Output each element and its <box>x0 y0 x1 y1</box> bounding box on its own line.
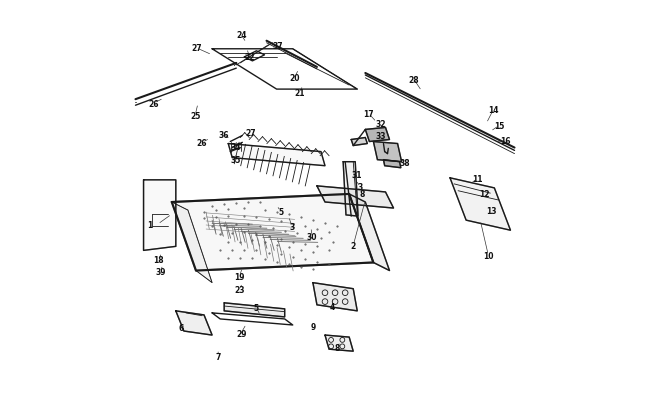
Polygon shape <box>450 178 510 231</box>
Text: 21: 21 <box>294 89 305 98</box>
Text: 8: 8 <box>359 190 365 199</box>
Text: 34: 34 <box>230 143 240 151</box>
Text: 33: 33 <box>376 132 386 141</box>
Text: 24: 24 <box>236 31 246 40</box>
Text: 39: 39 <box>155 267 166 276</box>
Text: 16: 16 <box>500 137 510 146</box>
Polygon shape <box>224 303 285 317</box>
Text: 23: 23 <box>234 286 245 295</box>
Text: 2: 2 <box>350 241 356 250</box>
Text: 13: 13 <box>486 206 497 215</box>
Polygon shape <box>325 335 353 351</box>
Polygon shape <box>373 142 402 162</box>
Text: 30: 30 <box>307 232 317 241</box>
Text: 1: 1 <box>147 220 152 229</box>
Polygon shape <box>172 194 373 271</box>
Text: 26: 26 <box>197 139 207 147</box>
Text: 18: 18 <box>153 255 164 264</box>
Polygon shape <box>313 283 358 311</box>
Polygon shape <box>317 186 393 209</box>
Text: 6: 6 <box>178 324 183 333</box>
Text: 38: 38 <box>400 159 410 168</box>
Text: 9: 9 <box>311 323 317 332</box>
Text: 10: 10 <box>483 251 493 260</box>
Text: 8: 8 <box>334 343 340 353</box>
Polygon shape <box>172 202 212 283</box>
Text: 35: 35 <box>230 156 240 165</box>
Polygon shape <box>228 144 325 166</box>
Polygon shape <box>343 162 358 217</box>
Text: 3: 3 <box>289 223 294 232</box>
Polygon shape <box>144 180 176 251</box>
Text: 17: 17 <box>363 109 374 119</box>
Text: 14: 14 <box>488 105 499 115</box>
Text: 27: 27 <box>245 129 255 138</box>
Text: 26: 26 <box>148 100 159 109</box>
Text: 31: 31 <box>351 171 361 180</box>
Text: 15: 15 <box>494 122 504 130</box>
Text: 37: 37 <box>272 42 283 51</box>
Text: 36: 36 <box>219 130 229 139</box>
Text: 25: 25 <box>190 111 200 121</box>
Text: 4: 4 <box>330 302 335 311</box>
Polygon shape <box>176 311 212 335</box>
Text: 5: 5 <box>254 303 259 312</box>
Polygon shape <box>365 128 389 142</box>
Text: 12: 12 <box>480 189 490 198</box>
Text: 27: 27 <box>192 45 202 53</box>
Polygon shape <box>351 138 367 146</box>
Polygon shape <box>384 160 401 168</box>
Text: 19: 19 <box>234 273 245 281</box>
Text: 22: 22 <box>244 52 254 62</box>
Text: 29: 29 <box>236 329 246 338</box>
Text: 5: 5 <box>278 207 283 216</box>
Text: 20: 20 <box>289 73 300 82</box>
Text: 3: 3 <box>358 183 363 192</box>
Polygon shape <box>349 194 389 271</box>
Text: 7: 7 <box>215 352 221 360</box>
Text: 28: 28 <box>408 75 419 84</box>
Text: 32: 32 <box>376 119 386 128</box>
Text: 11: 11 <box>472 175 483 183</box>
